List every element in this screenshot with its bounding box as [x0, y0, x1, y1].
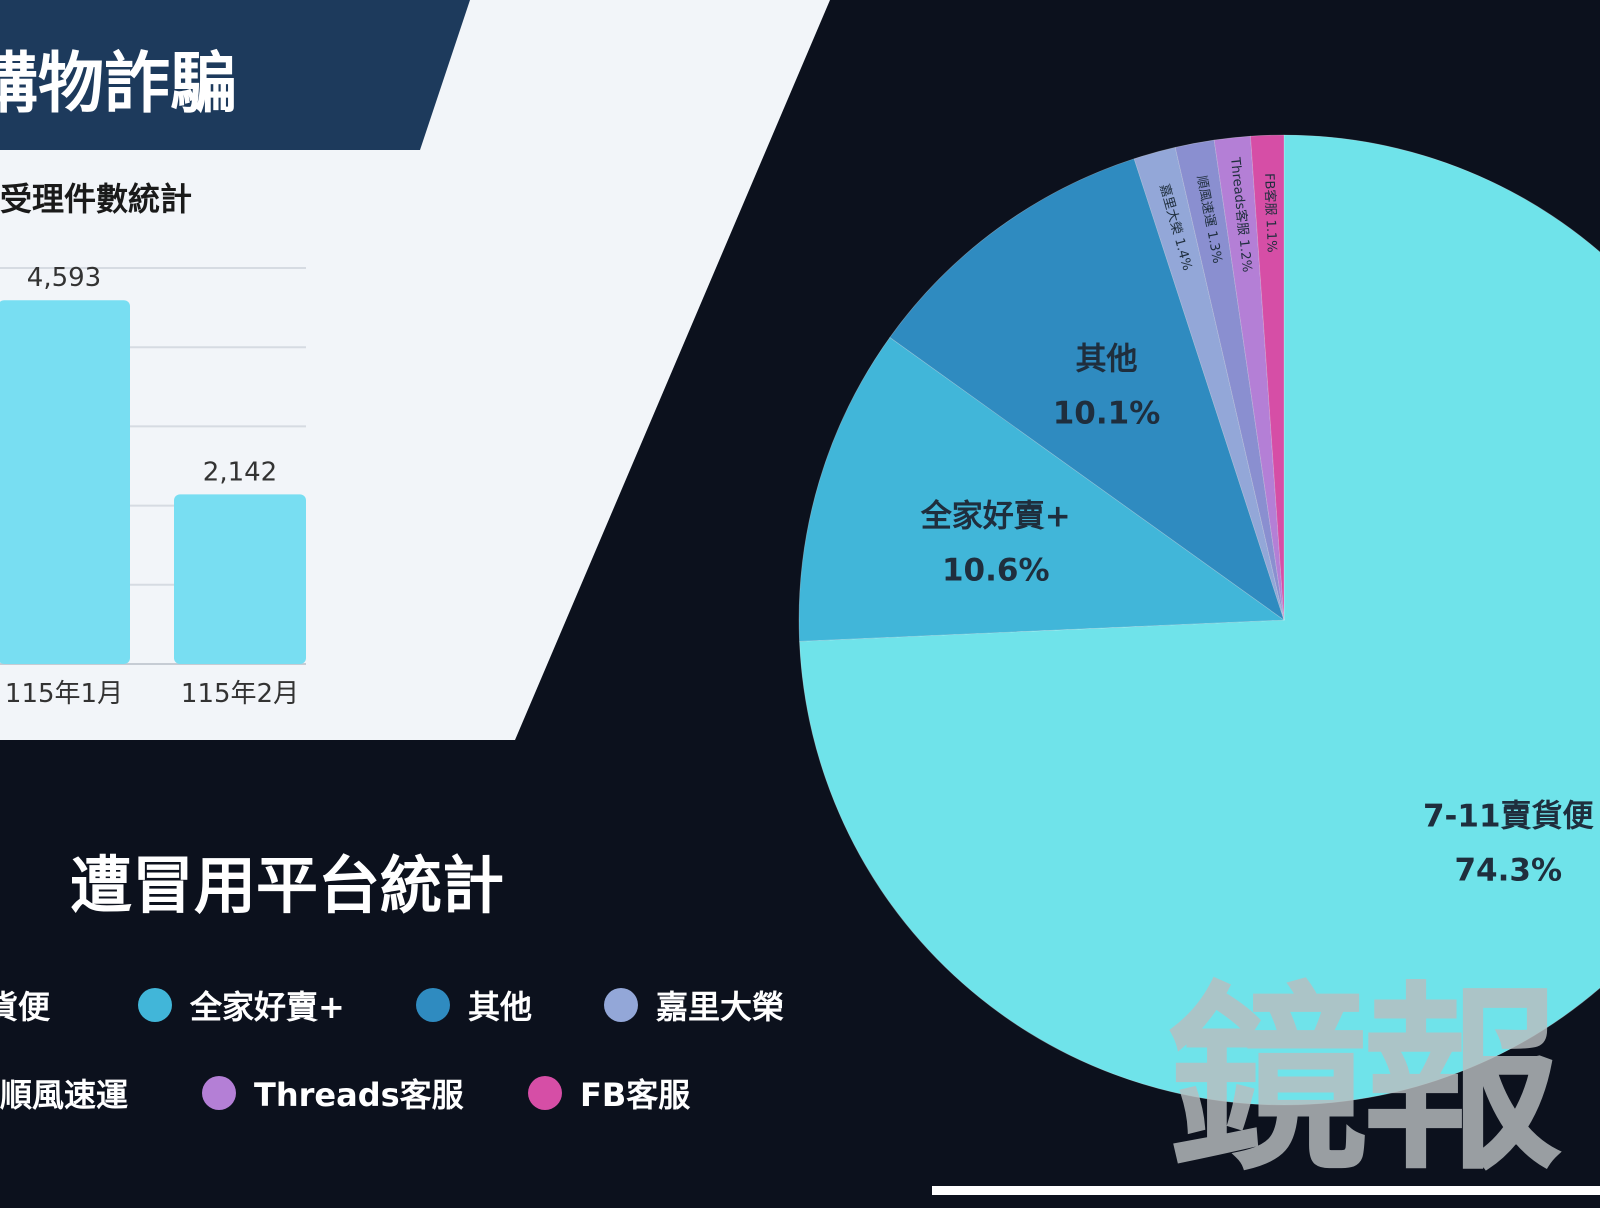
pie-slice-name: 全家好賣+: [920, 498, 1071, 534]
bottom-divider: [932, 1186, 1600, 1195]
legend-swatch: [416, 988, 450, 1022]
legend-label: 全家好賣+: [190, 988, 345, 1026]
bar: [0, 300, 130, 664]
legend-item-seven-eleven: 貨便: [0, 982, 50, 1028]
pie-slice-value: 10.1%: [1053, 395, 1161, 431]
legend-label: 順風速運: [0, 1076, 129, 1114]
bar-value-label: 2,142: [203, 457, 277, 487]
bar-chart-title: 受理件數統計: [0, 180, 193, 218]
legend-item-kerry: 嘉里大榮: [604, 982, 784, 1028]
legend-item-other: 其他: [416, 982, 532, 1028]
legend-label: 其他: [468, 988, 533, 1026]
pie-slice: [1213, 135, 1285, 621]
legend-swatch: [528, 1076, 562, 1110]
legend-item-sf-express: 順風速運: [0, 1070, 128, 1116]
pie-slice-label: 全家好賣+ 10.6%: [920, 498, 1071, 588]
pie-slice: [798, 336, 1285, 642]
legend-item-threads: Threads客服: [202, 1070, 464, 1116]
pie-slice-value: 74.3%: [1454, 853, 1562, 889]
legend-label: 嘉里大榮: [656, 988, 785, 1026]
pie-slice-label: 7-11賣貨便 74.3%: [1423, 799, 1595, 889]
bar-chart: 4,593 115年1月 2,142 115年2月: [0, 263, 306, 709]
pie-slice: [1250, 134, 1285, 621]
legend-swatch: [604, 988, 638, 1022]
legend-label: 貨便: [0, 988, 51, 1026]
bar-category-label: 115年1月: [5, 679, 123, 709]
watermark-logo: 鏡報: [1168, 963, 1562, 1198]
legend-swatch: [202, 1076, 236, 1110]
platform-chart-title: 遭冒用平台統計: [70, 849, 505, 922]
pie-slice: [1133, 146, 1285, 621]
bar: [174, 494, 306, 664]
pie-slice: [799, 134, 1600, 1106]
pie-slice-value: 10.6%: [942, 552, 1050, 588]
legend-item-family-mart: 全家好賣+: [138, 982, 345, 1028]
legend-item-fb: FB客服: [528, 1070, 690, 1116]
banner-title: 購物詐騙: [0, 45, 236, 122]
pie-slice-label: FB客服 1.1%: [1261, 173, 1280, 253]
legend-label: Threads客服: [254, 1076, 464, 1114]
bar-category-label: 115年2月: [181, 679, 299, 709]
title-banner: 購物詐騙: [0, 0, 470, 150]
legend-label: FB客服: [580, 1076, 691, 1114]
pie-slice-label: 其他 10.1%: [1053, 341, 1161, 431]
pie-slice-name: 7-11賣貨便: [1423, 799, 1595, 835]
legend-swatch: [138, 988, 172, 1022]
pie-slice-name: 其他: [1075, 341, 1137, 377]
pie-slice-small-label: FB客服 1.1%: [1261, 173, 1280, 253]
pie-slice: [1174, 139, 1285, 621]
pie-slice: [889, 158, 1285, 621]
bar-value-label: 4,593: [27, 263, 101, 293]
